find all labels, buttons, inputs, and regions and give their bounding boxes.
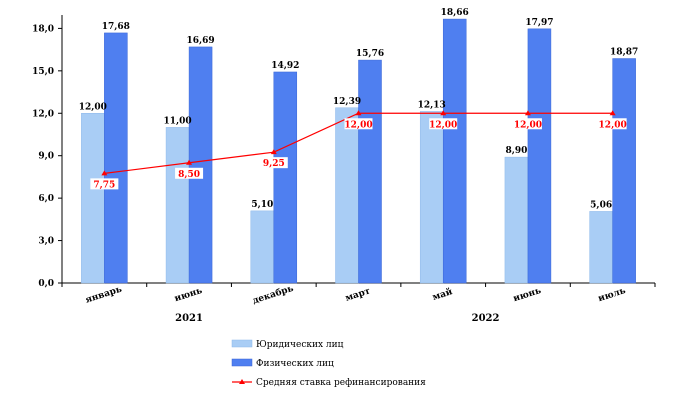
bars xyxy=(81,18,636,284)
bar-label-fiz: 14,92 xyxy=(271,61,299,71)
rate-label-bg xyxy=(598,118,627,130)
rate-label: 12,00 xyxy=(429,120,457,130)
y-tick-label: 3,0 xyxy=(38,237,54,247)
bar-label-fiz: 18,87 xyxy=(610,48,638,58)
bar-jur xyxy=(504,156,529,284)
x-tick-label: июнь xyxy=(173,286,203,304)
x-tick-label: декабрь xyxy=(251,283,295,307)
rate-label: 7,75 xyxy=(93,180,115,190)
bar-label-fiz: 16,69 xyxy=(186,36,214,46)
rate-point xyxy=(186,159,193,165)
bar-fiz xyxy=(527,28,552,284)
data-labels: 12,00 17,68 11,00 16,69 5,10 14,92 12,39 15,76 1… xyxy=(79,8,638,210)
rate-line xyxy=(101,110,616,176)
rate-label-bg xyxy=(344,118,373,130)
bar-jur xyxy=(335,107,359,284)
y-tick-label: 15,0 xyxy=(32,67,54,77)
bar-label-jur: 12,39 xyxy=(333,97,361,107)
bar-fiz xyxy=(104,32,128,284)
rate-label: 12,00 xyxy=(344,120,372,130)
bar-jur xyxy=(419,111,444,284)
bar-label-fiz: 15,76 xyxy=(356,49,384,59)
legend-marker-rate xyxy=(239,379,245,384)
rate-label: 8,50 xyxy=(178,170,200,180)
rate-point xyxy=(609,110,616,116)
legend-label-rate: Средняя ставка рефинансирования xyxy=(256,378,426,388)
legend-swatch-fiz xyxy=(231,358,253,367)
bar-label-jur: 11,00 xyxy=(163,116,191,126)
bar-label-fiz: 17,68 xyxy=(102,22,130,32)
legend-label-fiz: Физических лиц xyxy=(256,359,334,369)
rate-point xyxy=(524,110,531,116)
bar-label-jur: 12,00 xyxy=(79,102,107,112)
x-tick-label: июль xyxy=(597,286,627,304)
bar-fiz xyxy=(273,71,298,284)
rate-point xyxy=(270,149,277,155)
bar-fiz xyxy=(612,58,636,284)
rate-label: 12,00 xyxy=(514,120,542,130)
bar-fiz xyxy=(188,46,213,284)
rate-point xyxy=(101,170,108,176)
rate-label-bg xyxy=(90,178,119,190)
bar-jur xyxy=(589,211,613,284)
rate-label: 12,00 xyxy=(599,120,627,130)
x-tick-label: январь xyxy=(84,285,123,306)
bar-jur xyxy=(250,210,275,284)
y-tick-label: 12,0 xyxy=(32,109,54,119)
x-tick-label: июнь xyxy=(512,286,542,304)
legend-label-jur: Юридических лиц xyxy=(256,340,344,350)
legend-swatch-jur xyxy=(231,339,253,348)
y-tick-label: 18,0 xyxy=(32,24,54,34)
rate-label-bg xyxy=(429,118,458,130)
rate-label-bg xyxy=(175,167,204,179)
y-tick-label: 9,0 xyxy=(38,152,54,162)
rate-point xyxy=(440,110,447,116)
legend: Юридических лиц Физических лиц Средняя ста… xyxy=(231,339,426,388)
bar-label-fiz: 17,97 xyxy=(525,18,553,28)
bar-label-fiz: 18,66 xyxy=(441,8,469,18)
year-label: 2021 xyxy=(175,313,203,324)
rate-label-bg xyxy=(259,157,288,169)
bar-label-jur: 8,90 xyxy=(505,146,527,156)
rate-label: 9,25 xyxy=(263,159,285,169)
bar-label-jur: 5,06 xyxy=(590,200,612,210)
bar-label-jur: 5,10 xyxy=(251,200,273,210)
bar-fiz xyxy=(358,59,382,284)
bar-jur xyxy=(165,127,190,284)
x-tick-label: май xyxy=(431,286,454,303)
rate-point xyxy=(355,110,362,116)
year-label: 2022 xyxy=(472,313,500,324)
bar-jur xyxy=(81,113,105,284)
x-tick-label: март xyxy=(344,286,372,304)
bar-fiz xyxy=(442,18,467,284)
rate-label-bg xyxy=(513,118,542,130)
bar-label-jur: 12,13 xyxy=(418,100,446,110)
y-tick-label: 6,0 xyxy=(38,194,54,204)
y-tick-label: 0,0 xyxy=(38,279,54,289)
